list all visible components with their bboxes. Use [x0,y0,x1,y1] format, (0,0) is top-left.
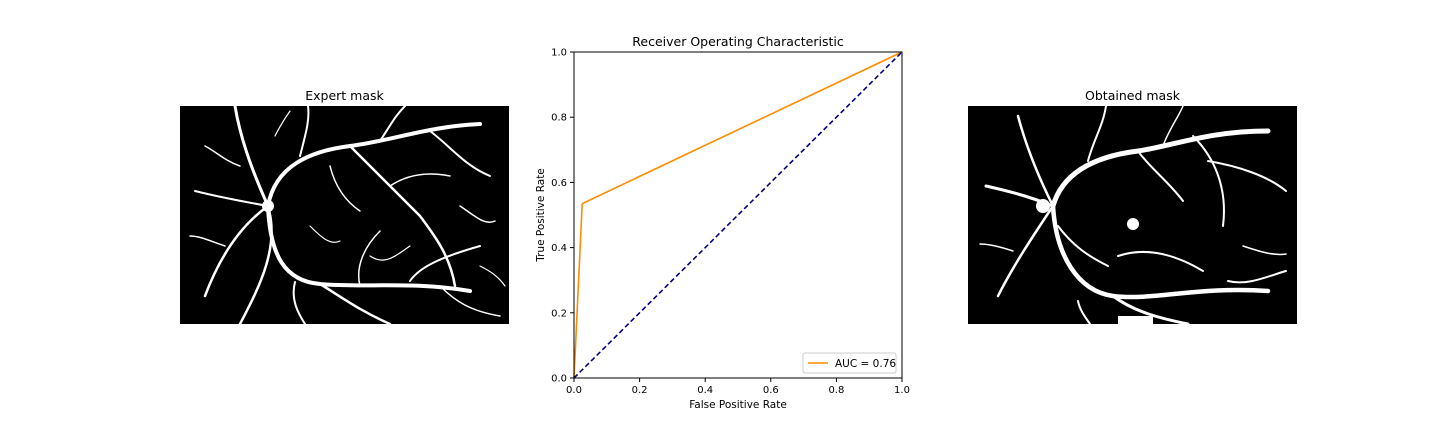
x-tick-label: 1.0 [894,385,910,396]
y-axis-label: True Positive Rate [535,168,547,263]
legend-label: AUC = 0.76 [835,358,896,370]
expert-vessel-tree [189,106,506,324]
expert-mask-title: Expert mask [305,88,384,103]
obtained-vessel-tree [979,106,1287,324]
roc-curve [573,51,903,379]
x-axis-label: False Positive Rate [689,399,787,411]
chance-diagonal-line [573,51,903,379]
x-tick-label: 0.2 [632,385,648,396]
chart-title: Receiver Operating Characteristic [632,34,844,49]
x-tick-label: 0.0 [566,385,582,396]
x-tick-label: 0.4 [697,385,713,396]
obtained-mask-title: Obtained mask [1085,88,1180,103]
legend: AUC = 0.76 [802,352,897,374]
y-tick-label: 0.0 [551,374,567,385]
axis-ticks: 0.00.0 0.2 0.2 0.4 0.4 0.6 0.6 0.8 0.8 1.0 1.0 [551,48,910,397]
y-tick-label: 0.4 [551,243,567,254]
x-tick-label: 0.8 [828,385,844,396]
expert-mask-image [180,106,509,324]
obtained-mask-image [968,106,1297,324]
axes-frame [573,51,903,379]
x-tick-label: 0.6 [763,385,779,396]
y-tick-label: 0.6 [551,178,567,189]
y-tick-label: 0.8 [551,113,567,124]
y-tick-label: 0.2 [551,308,567,319]
plot-area [573,51,903,379]
y-tick-label: 1.0 [551,48,567,59]
